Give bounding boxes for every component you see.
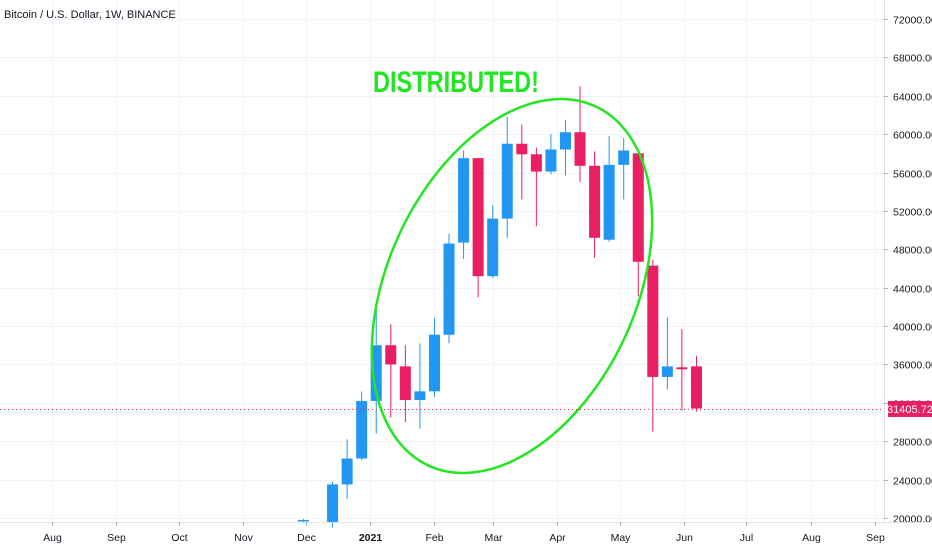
- candle-body: [356, 400, 368, 459]
- candle-body: [370, 345, 382, 401]
- candle: [530, 147, 542, 227]
- time-tick-label: Aug: [802, 532, 821, 544]
- candle: [399, 345, 411, 423]
- time-tick-label: Nov: [234, 532, 253, 544]
- candle-body: [472, 158, 484, 277]
- candle: [487, 205, 499, 279]
- price-tick-label: 56000.00: [893, 169, 932, 181]
- candle: [661, 317, 673, 390]
- candle: [647, 259, 659, 432]
- candle-body: [603, 164, 615, 240]
- candle: [545, 134, 557, 175]
- candle: [618, 137, 630, 200]
- candle: [603, 136, 615, 242]
- time-tick-label: Jul: [740, 532, 753, 544]
- time-tick-label: May: [611, 532, 632, 544]
- candle: [443, 233, 455, 344]
- candle-body: [530, 154, 542, 172]
- time-tick-label: 2021: [359, 532, 383, 544]
- candle-body: [589, 165, 601, 238]
- time-tick-label: Mar: [484, 532, 503, 544]
- price-tick-label: 72000.00: [893, 15, 932, 27]
- candle-body: [414, 391, 426, 400]
- candle: [690, 355, 702, 412]
- candle-body: [676, 367, 688, 370]
- candle: [559, 119, 571, 176]
- price-tick-label: 52000.00: [893, 207, 932, 219]
- time-tick-label: Sep: [107, 532, 126, 544]
- price-tick-label: 48000.00: [893, 245, 932, 257]
- candle-body: [690, 366, 702, 409]
- candle: [414, 343, 426, 429]
- candle-body: [428, 334, 440, 392]
- price-tick-label: 20000.00: [893, 514, 932, 526]
- time-tick-label: Oct: [171, 532, 187, 544]
- candle-body: [618, 150, 630, 165]
- time-axis: lAugSepOctNovDec2021FebMarAprMayJunJulAu…: [0, 522, 932, 544]
- time-tick-label: Dec: [297, 532, 316, 544]
- price-tick-label: 36000.00: [893, 360, 932, 372]
- time-tick-label: Apr: [549, 532, 566, 544]
- candle: [458, 150, 470, 259]
- candle: [632, 151, 644, 297]
- candle-body: [487, 218, 499, 277]
- price-tick-label: 44000.00: [893, 284, 932, 296]
- grid: [0, 0, 884, 522]
- candle: [501, 116, 513, 238]
- candle: [327, 481, 339, 528]
- annotation-layer: DISTRIBUTED!: [370, 66, 654, 475]
- candle-body: [385, 345, 397, 365]
- candle-body: [545, 149, 557, 172]
- candle-body: [516, 143, 528, 155]
- price-tick-label: 64000.00: [893, 92, 932, 104]
- candle: [516, 124, 528, 200]
- time-tick-label: Jun: [676, 532, 693, 544]
- candle-body: [443, 243, 455, 335]
- candle: [370, 306, 382, 434]
- price-axis: 20000.0024000.0028000.0032000.0036000.00…: [884, 0, 932, 550]
- candle: [676, 328, 688, 411]
- time-tick-label: Aug: [43, 532, 62, 544]
- last-price-badge: [888, 401, 932, 417]
- distribution-ellipse: [370, 97, 654, 475]
- candle-body: [327, 484, 339, 523]
- candle-body: [632, 153, 644, 262]
- price-tick-label: 68000.00: [893, 53, 932, 65]
- candle-body: [458, 158, 470, 243]
- price-tick-label: 40000.00: [893, 322, 932, 334]
- candle: [428, 318, 440, 398]
- price-tick-label: 24000.00: [893, 476, 932, 488]
- price-tick-label: 28000.00: [893, 437, 932, 449]
- annotation-text: DISTRIBUTED!: [373, 66, 539, 99]
- last-price-marker: 31405.72: [887, 401, 932, 417]
- chart-title: Bitcoin / U.S. Dollar, 1W, BINANCE: [4, 9, 176, 21]
- candle: [472, 158, 484, 298]
- candle: [356, 391, 368, 461]
- candle: [589, 151, 601, 258]
- candles: [0, 86, 884, 528]
- candle-body: [647, 265, 659, 377]
- time-tick-label: Sep: [866, 532, 885, 544]
- candle-body: [661, 366, 673, 377]
- candle-body: [574, 132, 586, 166]
- candle-body: [559, 132, 571, 150]
- price-axis-bg: [884, 0, 932, 550]
- candle: [385, 324, 397, 418]
- candle-body: [297, 519, 309, 522]
- time-tick-label: Feb: [425, 532, 443, 544]
- candle-body: [341, 458, 353, 485]
- candle-body: [501, 143, 513, 219]
- candle-body: [399, 366, 411, 400]
- last-price-label: 31405.72: [887, 404, 932, 416]
- candle: [341, 439, 353, 499]
- price-tick-label: 60000.00: [893, 130, 932, 142]
